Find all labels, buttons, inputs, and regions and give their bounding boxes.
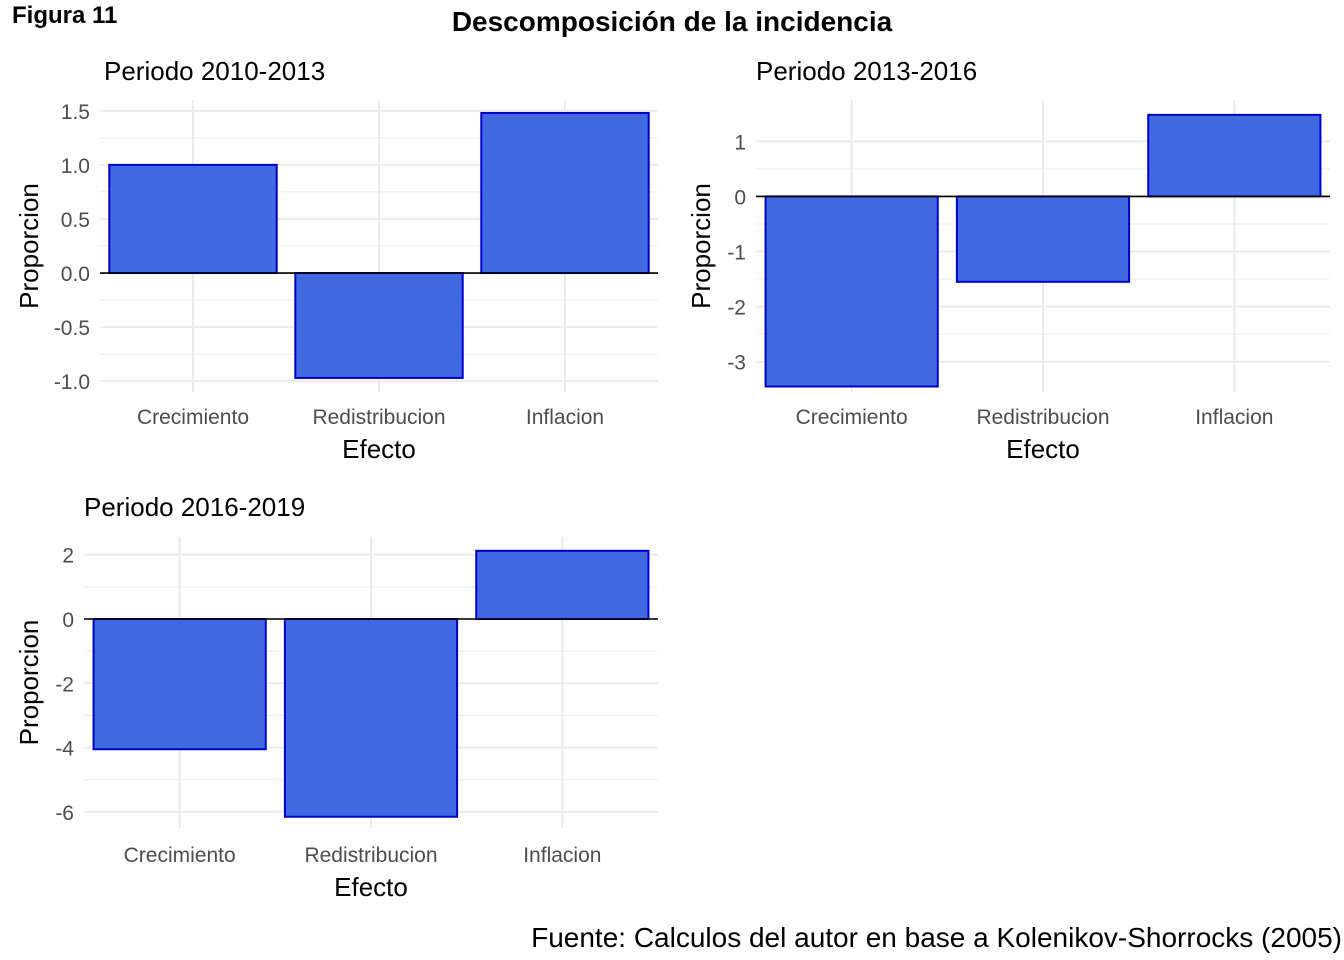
main-title: Descomposición de la incidencia: [451, 6, 893, 37]
y-axis-label: Proporcion: [14, 183, 44, 309]
x-tick-label: Redistribucion: [312, 406, 445, 429]
y-tick-label: 1.0: [61, 155, 90, 178]
y-axis-label: Proporcion: [686, 183, 716, 309]
panel-title: Periodo 2013-2016: [756, 56, 977, 86]
x-tick-label: Crecimiento: [124, 844, 236, 867]
y-tick-label: 0.0: [61, 263, 90, 286]
bar-redistribucion: [955, 195, 1131, 283]
bar-redistribucion: [294, 272, 464, 379]
y-tick-label: 2: [62, 545, 74, 568]
x-tick-label: Inflacion: [523, 844, 601, 867]
x-tick-label: Inflacion: [1195, 406, 1273, 429]
y-tick-label: -4: [55, 738, 74, 761]
y-tick-label: -1: [727, 242, 746, 265]
y-tick-label: -3: [727, 352, 746, 375]
y-tick-label: 0.5: [61, 209, 90, 232]
y-tick-label: -1.0: [54, 371, 90, 394]
x-tick-label: Redistribucion: [304, 844, 437, 867]
y-tick-label: 1.5: [61, 101, 90, 124]
x-axis-label: Efecto: [342, 434, 416, 464]
y-tick-label: -2: [55, 673, 74, 696]
x-axis-label: Efecto: [1006, 434, 1080, 464]
bar-crecimiento: [92, 617, 267, 751]
y-axis-label: Proporcion: [14, 620, 44, 746]
figure-label: Figura 11: [12, 2, 118, 29]
bar-inflacion: [475, 549, 650, 620]
y-tick-label: 0: [62, 609, 74, 632]
y-tick-label: -6: [55, 802, 74, 825]
x-tick-label: Crecimiento: [796, 406, 908, 429]
y-tick-label: 0: [734, 186, 746, 209]
x-axis-label: Efecto: [334, 872, 408, 902]
bar-crecimiento: [108, 163, 278, 275]
bar-inflacion: [1147, 113, 1322, 198]
y-tick-label: -2: [727, 297, 746, 320]
bar-inflacion: [480, 111, 650, 275]
x-tick-label: Redistribucion: [976, 406, 1109, 429]
source-note: Fuente: Calculos del autor en base a Kol…: [531, 922, 1342, 953]
panel-title: Periodo 2010-2013: [104, 56, 325, 86]
y-tick-label: -0.5: [54, 317, 90, 340]
panel-title: Periodo 2016-2019: [84, 492, 305, 522]
y-tick-label: 1: [734, 131, 746, 154]
bar-crecimiento: [764, 195, 939, 388]
x-tick-label: Inflacion: [526, 406, 604, 429]
x-tick-label: Crecimiento: [137, 406, 249, 429]
bar-redistribucion: [283, 617, 459, 818]
